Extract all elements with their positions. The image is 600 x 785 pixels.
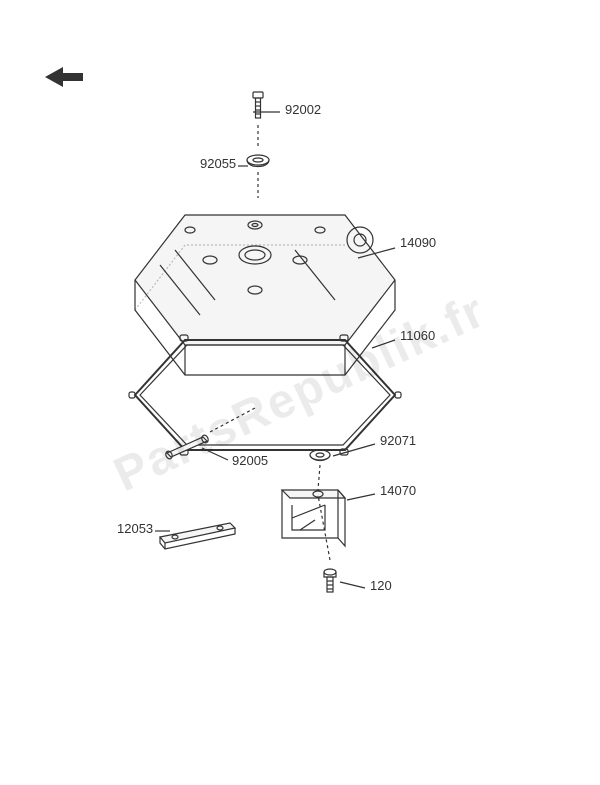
part-label-bolt: 92002	[285, 102, 321, 117]
parts-illustration	[0, 0, 600, 785]
part-label-fitting: 92005	[232, 453, 268, 468]
parts-diagram: PartsRepublik.fr	[0, 0, 600, 785]
part-label-gasket: 11060	[400, 328, 435, 343]
part-label-grommet: 92071	[380, 433, 416, 448]
part-label-oring: 92055	[200, 156, 236, 171]
part-label-chain-guide: 12053	[117, 521, 153, 536]
part-label-socket-bolt: 120	[370, 578, 392, 593]
part-label-breather-cover: 14070	[380, 483, 416, 498]
part-label-head-cover: 14090	[400, 235, 436, 250]
